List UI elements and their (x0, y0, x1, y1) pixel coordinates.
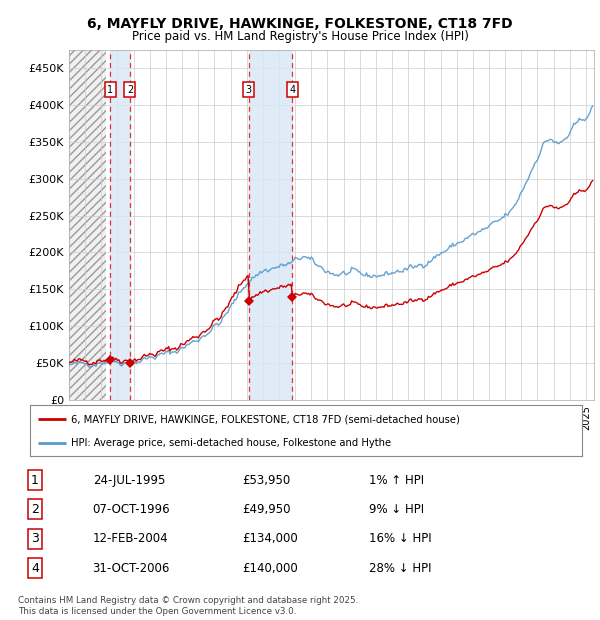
Bar (110, 50, 130, 400)
Text: 2: 2 (127, 85, 133, 95)
Text: 1: 1 (31, 474, 39, 487)
Text: £49,950: £49,950 (242, 503, 291, 516)
Text: 3: 3 (245, 85, 251, 95)
Text: 1% ↑ HPI: 1% ↑ HPI (369, 474, 424, 487)
Text: 07-OCT-1996: 07-OCT-1996 (92, 503, 170, 516)
Bar (69, 50, 106, 400)
Text: 6, MAYFLY DRIVE, HAWKINGE, FOLKESTONE, CT18 7FD (semi-detached house): 6, MAYFLY DRIVE, HAWKINGE, FOLKESTONE, C… (71, 414, 460, 424)
Text: 2: 2 (31, 503, 39, 516)
Text: 16% ↓ HPI: 16% ↓ HPI (369, 533, 432, 545)
Text: 1: 1 (107, 85, 113, 95)
Text: HPI: Average price, semi-detached house, Folkestone and Hythe: HPI: Average price, semi-detached house,… (71, 438, 392, 448)
Text: 24-JUL-1995: 24-JUL-1995 (92, 474, 165, 487)
Text: 31-OCT-2006: 31-OCT-2006 (92, 562, 170, 575)
Bar (248, 50, 292, 400)
Text: 12-FEB-2004: 12-FEB-2004 (92, 533, 168, 545)
Text: 9% ↓ HPI: 9% ↓ HPI (369, 503, 424, 516)
Text: 28% ↓ HPI: 28% ↓ HPI (369, 562, 431, 575)
Text: £134,000: £134,000 (242, 533, 298, 545)
Text: Price paid vs. HM Land Registry's House Price Index (HPI): Price paid vs. HM Land Registry's House … (131, 30, 469, 43)
Text: £140,000: £140,000 (242, 562, 298, 575)
Text: 4: 4 (289, 85, 296, 95)
Text: 4: 4 (31, 562, 39, 575)
Text: 6, MAYFLY DRIVE, HAWKINGE, FOLKESTONE, CT18 7FD: 6, MAYFLY DRIVE, HAWKINGE, FOLKESTONE, C… (87, 17, 513, 32)
Text: £53,950: £53,950 (242, 474, 290, 487)
Text: 3: 3 (31, 533, 39, 545)
Text: Contains HM Land Registry data © Crown copyright and database right 2025.
This d: Contains HM Land Registry data © Crown c… (18, 596, 358, 616)
